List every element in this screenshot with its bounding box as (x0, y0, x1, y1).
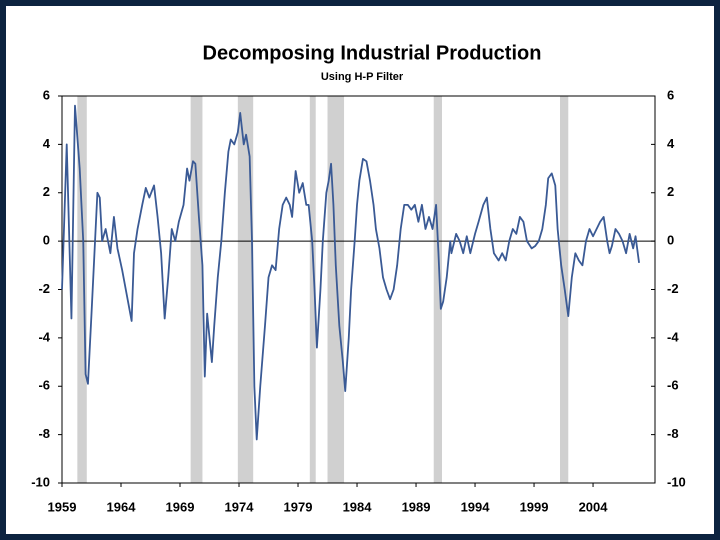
x-tick-label: 1974 (225, 499, 255, 514)
recession-band (237, 96, 254, 483)
x-tick-label: 1999 (520, 499, 549, 514)
x-tick-label: 1989 (402, 499, 431, 514)
y2-tick-label: -10 (667, 474, 686, 489)
y2-tick-label: -6 (667, 378, 679, 393)
y-tick-label: 2 (43, 184, 50, 199)
y2-tick-label: 0 (667, 233, 674, 248)
recession-band (327, 96, 345, 483)
data-line (61, 104, 640, 441)
recession-band (77, 96, 87, 483)
y-tick-label: 0 (43, 233, 50, 248)
y2-tick-label: -8 (667, 426, 679, 441)
y2-tick-label: -4 (667, 329, 679, 344)
recession-band (190, 96, 203, 483)
chart-title: Decomposing Industrial Production (203, 42, 542, 64)
y2-tick-label: -2 (667, 281, 679, 296)
chart-subtitle: Using H-P Filter (321, 71, 404, 83)
y-tick-label: 6 (43, 87, 50, 102)
y2-tick-label: 4 (667, 136, 675, 151)
x-tick-label: 2004 (579, 499, 609, 514)
recession-band (309, 96, 316, 483)
x-tick-label: 1964 (107, 499, 137, 514)
y-tick-label: 4 (43, 136, 51, 151)
x-tick-label: 1984 (343, 499, 373, 514)
y2-tick-label: 6 (667, 87, 674, 102)
y-tick-label: -2 (38, 281, 50, 296)
y-tick-label: -4 (38, 329, 50, 344)
y-tick-label: -6 (38, 378, 50, 393)
x-tick-label: 1979 (284, 499, 313, 514)
x-tick-label: 1959 (48, 499, 77, 514)
y-tick-label: -8 (38, 426, 50, 441)
y-tick-label: -10 (31, 474, 50, 489)
x-tick-label: 1969 (166, 499, 195, 514)
recession-band (433, 96, 442, 483)
y2-tick-label: 2 (667, 184, 674, 199)
x-tick-label: 1994 (461, 499, 491, 514)
